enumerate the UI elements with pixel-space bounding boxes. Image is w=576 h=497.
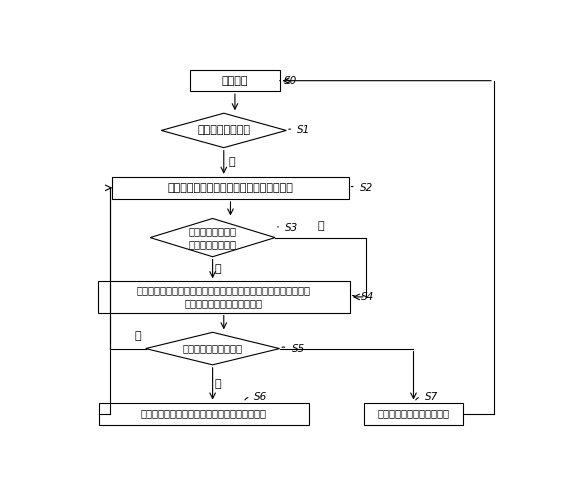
Polygon shape [150,219,275,257]
Text: 机组部分负荷运转: 机组部分负荷运转 [197,125,251,136]
Text: S5: S5 [291,343,305,353]
Text: 否: 否 [215,264,222,274]
Text: 是: 是 [228,157,235,167]
Text: 两个噪音值的差值
在设定差值范围内: 两个噪音值的差值 在设定差值范围内 [188,226,237,249]
FancyBboxPatch shape [99,403,309,425]
Polygon shape [146,332,279,365]
Text: S6: S6 [254,392,267,402]
FancyBboxPatch shape [190,70,279,91]
FancyBboxPatch shape [365,403,463,425]
Polygon shape [161,113,286,148]
FancyBboxPatch shape [98,281,350,313]
FancyBboxPatch shape [112,177,348,199]
Text: 获取压缩机当前噪音值和外风机当前噪音值: 获取压缩机当前噪音值和外风机当前噪音值 [168,183,293,193]
Text: S4: S4 [361,292,374,302]
Text: S3: S3 [285,223,298,233]
Text: 否: 否 [215,379,222,389]
Text: 是: 是 [135,331,141,341]
Text: 将压缩机当前噪音值和外风机当前噪音值的平均值作为目标噪音值
调整压缩机转速和外风机转速: 将压缩机当前噪音值和外风机当前噪音值的平均值作为目标噪音值 调整压缩机转速和外风… [137,285,311,309]
Text: 机组达到目标输出能力: 机组达到目标输出能力 [183,343,242,353]
Text: 机组按照当前状态继续运行: 机组按照当前状态继续运行 [377,409,449,418]
Text: S7: S7 [425,392,438,402]
Text: S1: S1 [297,125,310,136]
Text: 机组运行: 机组运行 [222,76,248,85]
Text: 是: 是 [317,221,324,231]
Text: S0: S0 [284,76,297,85]
Text: 根据目标输出能力调整压缩机转速和外风机转速: 根据目标输出能力调整压缩机转速和外风机转速 [141,409,267,418]
Text: S2: S2 [360,183,373,193]
